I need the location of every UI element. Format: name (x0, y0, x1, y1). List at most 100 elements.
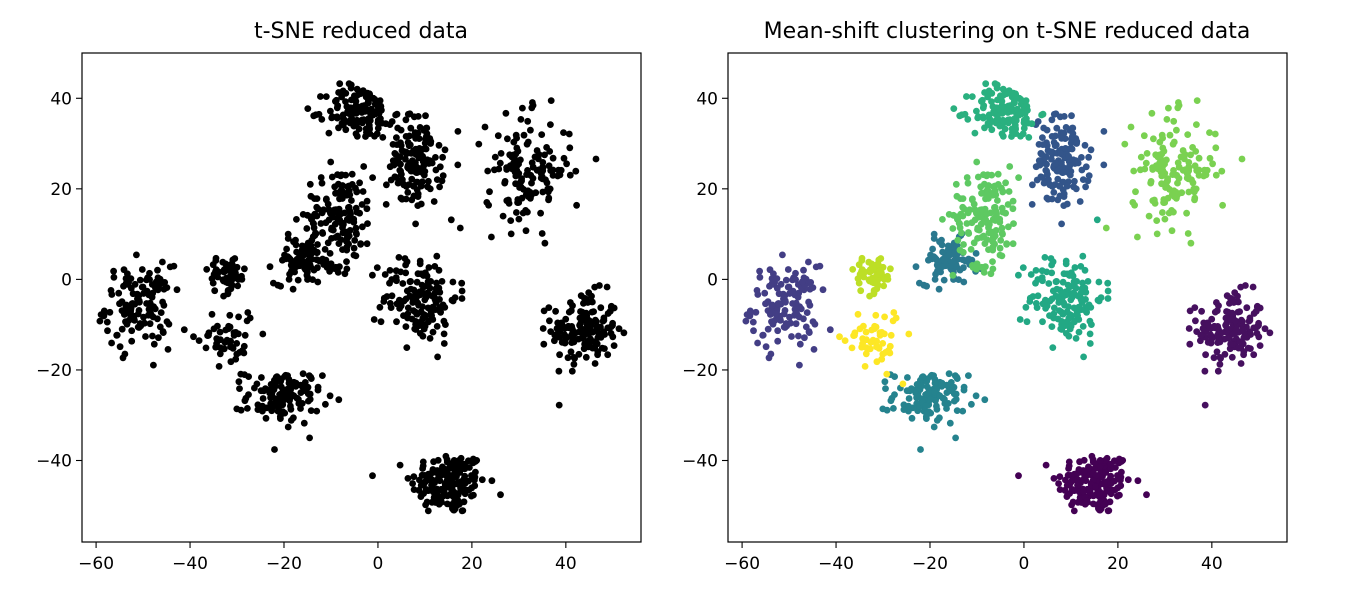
x-tick-label: 40 (555, 554, 577, 574)
scatter-point (979, 104, 987, 112)
scatter-point (1249, 283, 1257, 291)
scatter-point (254, 406, 262, 413)
scatter-point (1186, 307, 1194, 315)
scatter-point (1150, 135, 1157, 143)
scatter-point (1243, 304, 1251, 312)
scatter-point (604, 351, 612, 359)
scatter-point (865, 258, 873, 266)
scatter-point (1004, 116, 1012, 124)
scatter-point (1253, 329, 1261, 337)
scatter-point (1093, 216, 1101, 224)
scatter-point (471, 482, 479, 490)
scatter-point (414, 129, 422, 137)
scatter-point (1200, 172, 1208, 180)
scatter-point (142, 333, 149, 340)
scatter-point (317, 93, 324, 100)
scatter-point (544, 185, 552, 193)
scatter-point (964, 116, 972, 123)
scatter-point (963, 93, 970, 100)
scatter-point (1102, 469, 1110, 476)
scatter-point (422, 112, 429, 120)
scatter-point (1065, 314, 1073, 322)
scatter-point (1238, 155, 1246, 163)
scatter-point (876, 267, 884, 275)
scatter-point (1046, 181, 1054, 189)
scatter-point (589, 344, 596, 352)
scatter-point (555, 401, 563, 409)
scatter-point (1107, 472, 1115, 480)
scatter-point (234, 282, 242, 290)
scatter-point (939, 216, 946, 223)
scatter-point (1053, 124, 1061, 132)
scatter-point (241, 331, 249, 339)
scatter-point (576, 321, 583, 329)
scatter-point (1043, 126, 1051, 134)
scatter-point (1192, 317, 1199, 325)
scatter-point (528, 104, 536, 112)
scatter-point (1104, 295, 1112, 302)
scatter-point (501, 178, 509, 185)
scatter-point (434, 353, 441, 361)
scatter-point (374, 116, 382, 124)
scatter-point (1184, 230, 1192, 237)
scatter-point (764, 325, 772, 333)
scatter-point (620, 329, 628, 337)
scatter-point (446, 472, 454, 479)
scatter-point (1078, 154, 1085, 161)
scatter-point (461, 480, 469, 487)
scatter-point (352, 204, 360, 212)
scatter-point (565, 130, 573, 138)
scatter-point (1102, 224, 1110, 232)
scatter-point (1024, 106, 1031, 114)
scatter-point (587, 325, 594, 333)
scatter-point (334, 269, 342, 276)
scatter-point (419, 332, 427, 340)
scatter-point (1015, 271, 1022, 279)
scatter-point (494, 132, 502, 140)
scatter-point (930, 230, 938, 238)
scatter-point (300, 419, 308, 427)
scatter-point (1073, 278, 1081, 285)
scatter-point (1065, 332, 1073, 340)
scatter-point (1027, 271, 1035, 278)
scatter-point (345, 80, 353, 88)
scatter-point (401, 148, 408, 156)
scatter-point (851, 332, 858, 339)
scatter-point (922, 402, 930, 409)
scatter-point (772, 310, 779, 318)
x-tick-label: −20 (266, 554, 302, 574)
scatter-point (572, 329, 580, 337)
scatter-point (573, 201, 580, 209)
scatter-point (1058, 159, 1065, 167)
scatter-point (1048, 116, 1056, 124)
scatter-point (245, 373, 253, 380)
scatter-point (1252, 307, 1260, 315)
scatter-point (543, 179, 551, 187)
scatter-point (972, 250, 980, 257)
scatter-point (332, 263, 340, 271)
scatter-point (136, 320, 144, 327)
scatter-point (891, 391, 898, 398)
scatter-point (1078, 166, 1086, 174)
scatter-point (941, 400, 949, 407)
scatter-point (549, 154, 557, 162)
scatter-point (1212, 144, 1220, 152)
scatter-point (881, 378, 889, 386)
scatter-point (409, 480, 416, 487)
scatter-point (458, 279, 466, 287)
scatter-point (1042, 296, 1049, 304)
scatter-point (1261, 325, 1269, 333)
scatter-point (1222, 321, 1229, 329)
scatter-point (600, 314, 608, 322)
scatter-point (1216, 354, 1224, 361)
scatter-point (124, 270, 131, 278)
scatter-point (522, 227, 530, 235)
scatter-point (1066, 145, 1074, 153)
scatter-point (363, 129, 370, 136)
scatter-point (322, 219, 330, 227)
scatter-point (890, 405, 897, 412)
scatter-point (353, 103, 361, 110)
scatter-point (1087, 304, 1095, 311)
scatter-point (1185, 164, 1193, 171)
